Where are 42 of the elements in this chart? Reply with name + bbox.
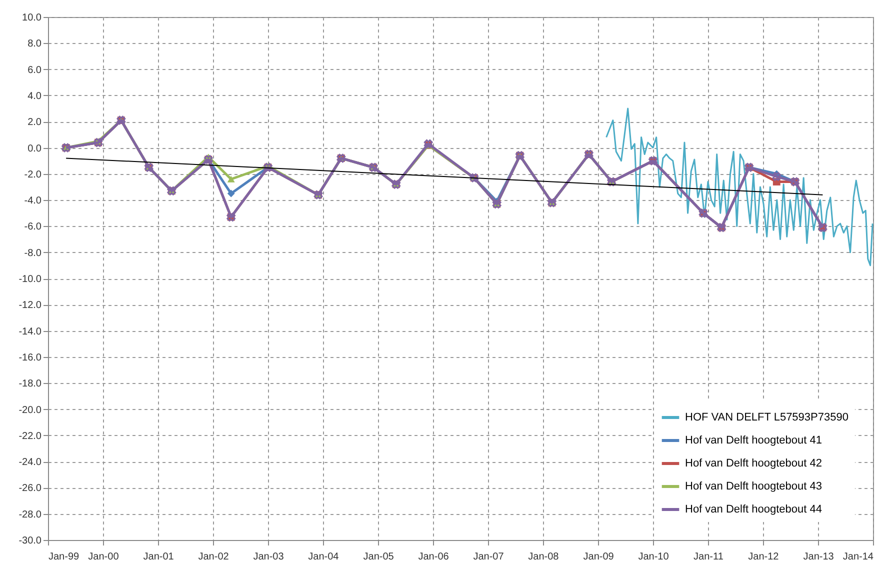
- x-tick-label: Jan-13: [803, 552, 834, 562]
- x-tick-label: Jan-02: [198, 552, 230, 562]
- x-tick-label: Jan-14: [842, 552, 874, 562]
- y-tick-label: 2.0: [28, 117, 42, 128]
- legend-label: Hof van Delft hoogtebout 41: [685, 434, 822, 446]
- y-tick-label: -22.0: [18, 430, 42, 442]
- x-tick-label: Jan-12: [748, 552, 780, 562]
- y-tick-label: -18.0: [18, 378, 42, 390]
- y-tick-label: -4.0: [24, 196, 42, 207]
- x-tick-label: Jan-01: [143, 552, 174, 562]
- y-tick-label: -10.0: [18, 274, 42, 285]
- x-tick-label: Jan-04: [308, 552, 340, 562]
- y-tick-label: -20.0: [18, 404, 42, 416]
- x-tick-label: Jan-10: [638, 552, 670, 562]
- x-tick-label: Jan-07: [473, 552, 504, 562]
- x-tick-label: Jan-99: [48, 552, 80, 562]
- y-tick-label: 0.0: [28, 143, 42, 154]
- y-tick-label: -16.0: [18, 352, 42, 364]
- legend-label: Hof van Delft hoogtebout 43: [685, 480, 822, 492]
- y-tick-label: 4.0: [28, 90, 42, 102]
- y-tick-label: -30.0: [18, 536, 42, 546]
- y-tick-label: 10.0: [22, 12, 42, 24]
- legend-label: Hof van Delft hoogtebout 44: [685, 504, 822, 516]
- y-tick-label: -28.0: [18, 509, 42, 520]
- x-tick-label: Jan-06: [418, 552, 450, 562]
- y-tick-label: -26.0: [18, 483, 42, 494]
- legend-label: HOF VAN DELFT L57593P73590: [685, 412, 848, 424]
- y-tick-label: -2.0: [24, 169, 42, 180]
- x-tick-label: Jan-09: [583, 552, 614, 562]
- x-tick-label: Jan-05: [363, 552, 394, 562]
- legend-label: Hof van Delft hoogtebout 42: [685, 458, 822, 470]
- y-tick-label: -14.0: [18, 326, 42, 338]
- x-tick-label: Jan-08: [528, 552, 560, 562]
- y-tick-label: -6.0: [24, 222, 42, 233]
- y-tick-label: -24.0: [18, 457, 42, 468]
- y-tick-label: 6.0: [28, 64, 42, 76]
- y-tick-label: 8.0: [28, 38, 42, 50]
- x-tick-label: Jan-03: [253, 552, 284, 562]
- x-tick-label: Jan-00: [88, 552, 120, 562]
- x-tick-label: Jan-11: [694, 552, 724, 562]
- y-tick-label: -12.0: [18, 300, 42, 312]
- y-tick-label: -8.0: [24, 248, 42, 259]
